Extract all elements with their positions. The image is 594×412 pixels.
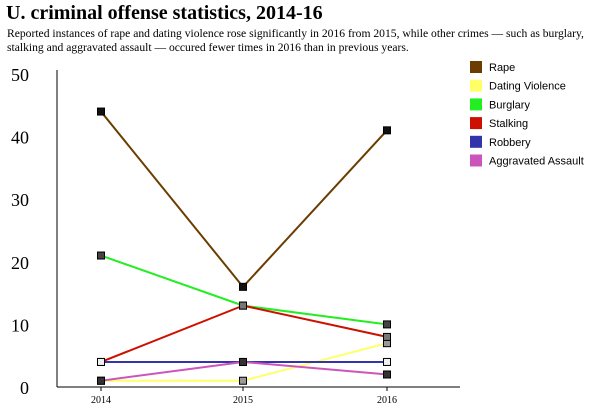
legend-label: Aggravated Assault: [489, 156, 584, 168]
chart-title: U. criminal offense statistics, 2014-16: [6, 2, 323, 24]
x-tick-label: 2015: [233, 395, 253, 406]
chart-subtitle: Reported instances of rape and dating vi…: [7, 27, 584, 54]
series-markers: [97, 107, 391, 385]
series-lines: [100, 110, 388, 382]
legend: Rape Dating Violence Burglary Stalking Robbe…: [470, 61, 584, 168]
y-tick-label: 50: [11, 65, 29, 85]
legend-label: Stalking: [489, 118, 528, 130]
data-point: [383, 126, 391, 135]
series-line-0: [100, 110, 388, 289]
y-tick-label: 10: [11, 315, 29, 335]
legend-swatch: [470, 61, 482, 73]
data-point: [239, 301, 247, 310]
y-tick-label: 40: [11, 128, 29, 148]
legend-swatch: [470, 135, 482, 148]
data-point: [97, 107, 105, 116]
legend-swatch: [470, 79, 482, 92]
legend-label: Burglary: [489, 99, 530, 111]
legend-swatch: [470, 117, 482, 130]
data-point: [97, 251, 105, 260]
data-point: [97, 357, 105, 366]
data-point: [239, 376, 247, 385]
legend-label: Dating Violence: [489, 81, 566, 93]
legend-label: Robbery: [489, 137, 531, 149]
legend-label: Rape: [489, 62, 515, 74]
data-point: [383, 320, 391, 329]
data-point: [239, 282, 247, 291]
y-tick-label: 20: [11, 253, 29, 273]
legend-swatch: [470, 98, 482, 111]
x-tick-label: 2014: [91, 395, 111, 406]
x-tick-label: 2016: [377, 395, 397, 406]
data-point: [97, 376, 105, 385]
data-point: [383, 370, 391, 379]
y-tick-label: 0: [20, 378, 29, 398]
data-point: [383, 357, 391, 366]
data-point: [383, 332, 391, 341]
data-point: [239, 357, 247, 366]
legend-swatch: [470, 154, 482, 167]
axes: 0 10 20 30 40 50 2014 2015 2016: [11, 65, 460, 406]
y-tick-label: 30: [11, 190, 29, 210]
